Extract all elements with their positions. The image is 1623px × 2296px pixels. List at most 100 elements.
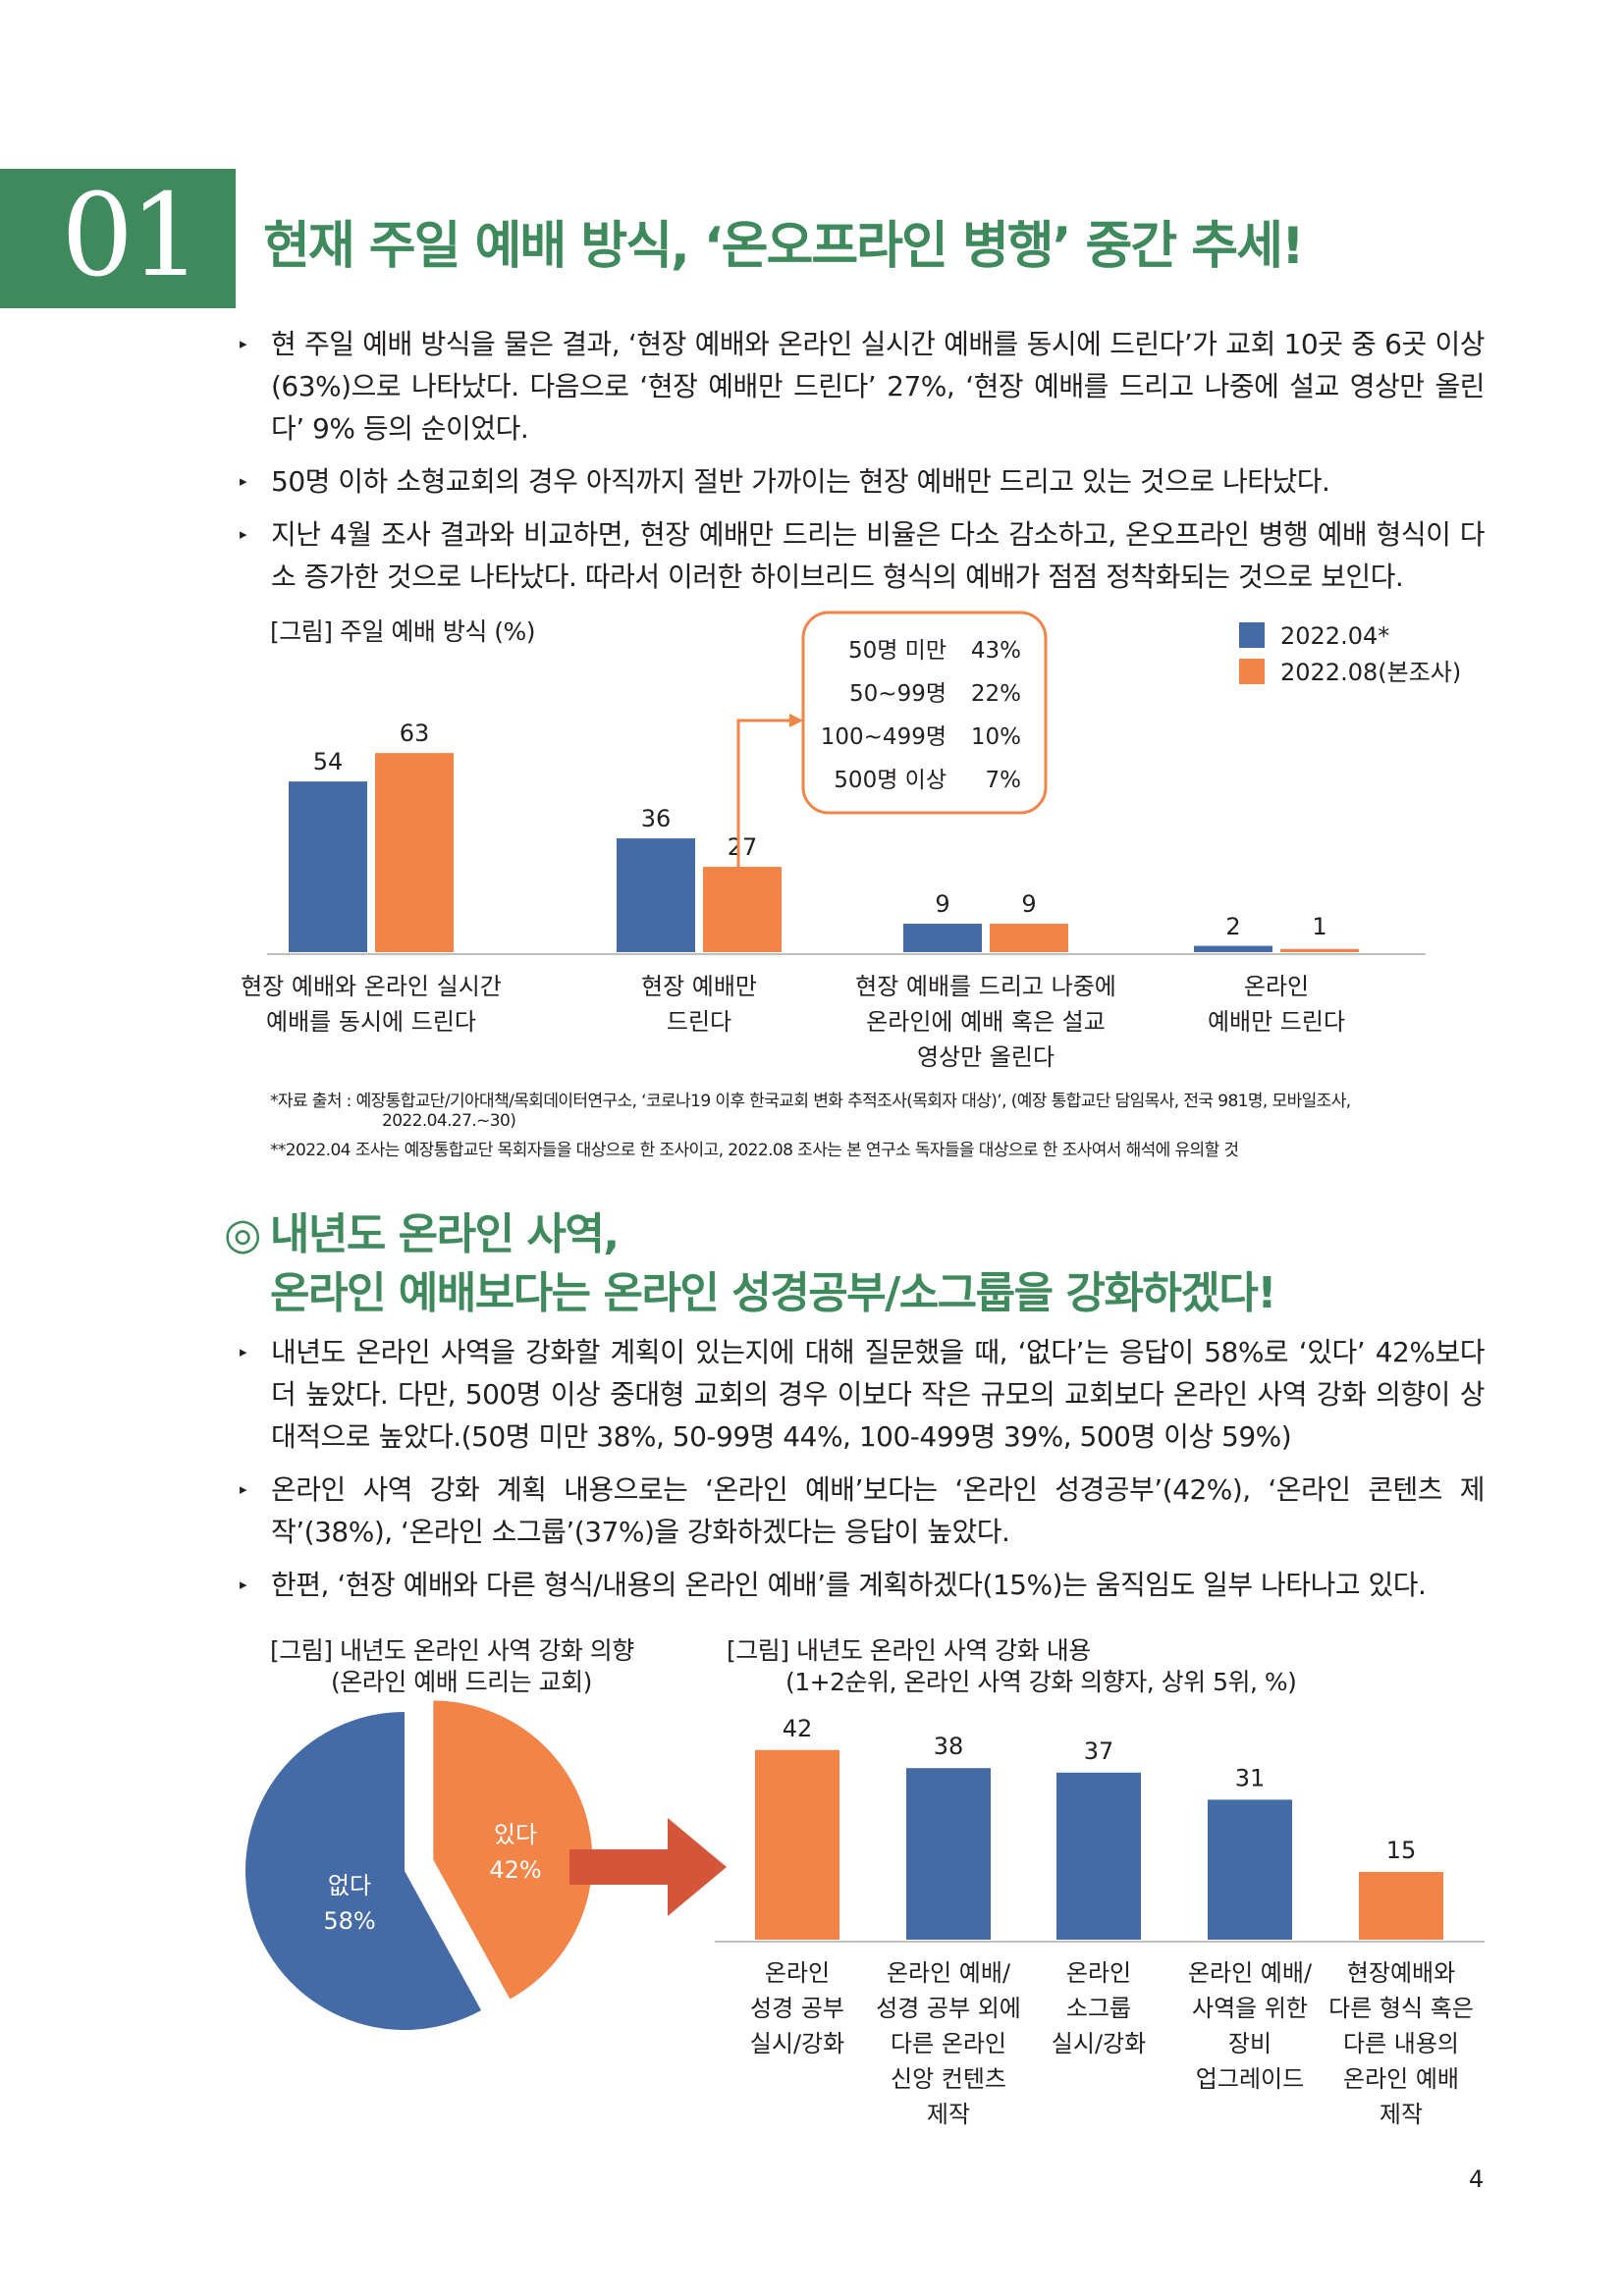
data-label: 27 <box>728 833 758 861</box>
data-label: 31 <box>1235 1764 1266 1791</box>
category-label: 예배만 드린다 <box>1208 1008 1345 1036</box>
data-label: 54 <box>313 748 344 775</box>
pie-slice-no <box>245 1712 482 2030</box>
chart2-caption-line1: [그림] 내년도 온라인 사역 강화 의향 <box>270 1636 634 1665</box>
page-number: 4 <box>1469 2165 1485 2193</box>
source-note-2: **2022.04 조사는 예장통합교단 목회자들을 대상으로 한 조사이고, … <box>270 1141 1239 1160</box>
bar-2022-04-2 <box>903 924 982 952</box>
category-label: 성경 공부 <box>750 1995 844 2022</box>
category-label: 온라인 <box>1244 973 1309 1000</box>
data-label: 9 <box>1021 890 1036 918</box>
callout-value: 43% <box>971 638 1021 664</box>
bullet-text: 한편, ‘현장 예배와 다른 형식/내용의 온라인 예배’를 계획하겠다(15%… <box>271 1569 1427 1601</box>
data-label: 38 <box>934 1733 964 1760</box>
data-label: 63 <box>400 720 430 747</box>
chart3-caption-line2: (1+2순위, 온라인 사역 강화 의향자, 상위 5위, %) <box>785 1668 1297 1696</box>
bar-2022-04-0 <box>289 781 367 952</box>
category-label: 신앙 컨텐츠 <box>891 2065 1006 2093</box>
bar-content-0 <box>755 1749 839 1940</box>
pie-value-yes: 42% <box>489 1856 541 1884</box>
data-label: 36 <box>641 805 672 832</box>
pie-slice-yes <box>433 1700 593 2000</box>
category-label: 드린다 <box>667 1008 731 1036</box>
bullet-triangle-icon: ▸ <box>240 1343 247 1361</box>
category-label: 다른 내용의 <box>1343 2030 1459 2057</box>
category-label: 제작 <box>927 2101 970 2128</box>
category-label: 장비 <box>1228 2030 1271 2057</box>
bar-content-1 <box>906 1768 991 1940</box>
bar-2022-04-1 <box>617 838 695 952</box>
category-label: 영상만 올린다 <box>917 1043 1055 1071</box>
category-label: 사역을 위한 <box>1192 1995 1308 2022</box>
bullet-text: 현 주일 예배 방식을 물은 결과, ‘현장 예배와 온라인 실시간 예배를 동… <box>271 328 1486 445</box>
data-label: 37 <box>1084 1737 1114 1765</box>
bullet-item: ▸ 지난 4월 조사 결과와 비교하면, 현장 예배만 드리는 비율은 다소 감소… <box>236 513 1486 598</box>
callout-box <box>801 611 1048 815</box>
category-label: 성경 공부 외에 <box>876 1995 1021 2022</box>
legend-swatch-2022-08 <box>1239 659 1265 684</box>
subheading-line1: 내년도 온라인 사역, <box>269 1209 620 1259</box>
callout-label: 50~99명 <box>849 681 947 707</box>
callout-value: 10% <box>971 724 1021 750</box>
bar-content-4 <box>1359 1872 1443 1940</box>
category-label: 실시/강화 <box>750 2030 844 2057</box>
data-label: 2 <box>1225 913 1240 940</box>
bullet-item: ▸ 50명 이하 소형교회의 경우 아직까지 절반 가까이는 현장 예배만 드리고… <box>236 460 1485 503</box>
legend-label-2022-04: 2022.04* <box>1280 622 1389 650</box>
subheading-line2: 온라인 예배보다는 온라인 성경공부/소그룹을 강화하겠다! <box>270 1268 1276 1318</box>
category-label: 현장 예배와 온라인 실시간 <box>241 973 502 1000</box>
bullet-item: ▸ 내년도 온라인 사역을 강화할 계획이 있는지에 대해 질문했을 때, ‘없다… <box>236 1331 1486 1458</box>
bar-2022-04-3 <box>1194 945 1272 952</box>
category-label: 예배를 동시에 드린다 <box>266 1008 476 1036</box>
legend-swatch-2022-04 <box>1239 622 1265 648</box>
category-label: 현장예배와 <box>1347 1959 1455 1987</box>
callout-label: 50명 미만 <box>848 638 947 664</box>
worship-method-bar-chart: 54 36 9 2 63 27 9 1 50명 미만 43% 50~99명 22% 100~499명 1… <box>241 611 1461 1071</box>
data-label: 15 <box>1386 1837 1417 1864</box>
pie-label-yes: 있다 <box>494 1821 537 1848</box>
callout-value: 22% <box>971 681 1021 707</box>
category-label: 현장 예배만 <box>641 973 757 1000</box>
bullet-triangle-icon: ▸ <box>240 1575 247 1593</box>
bullet-item: ▸ 현 주일 예배 방식을 물은 결과, ‘현장 예배와 온라인 실시간 예배를 … <box>236 323 1486 450</box>
source-note-1-cont: 2022.04.27.~30) <box>382 1111 516 1131</box>
bullet-text: 50명 이하 소형교회의 경우 아직까지 절반 가까이는 현장 예배만 드리고 … <box>271 465 1330 498</box>
bullet-item: ▸ 온라인 사역 강화 계획 내용으로는 ‘온라인 예배’보다는 ‘온라인 성경공… <box>236 1468 1486 1553</box>
data-label: 1 <box>1312 913 1326 940</box>
bar-2022-08-1 <box>703 867 782 952</box>
category-label: 업그레이드 <box>1196 2065 1304 2093</box>
category-label: 실시/강화 <box>1052 2030 1146 2057</box>
bullet-triangle-icon: ▸ <box>240 1480 247 1498</box>
legend-label-2022-08: 2022.08(본조사) <box>1280 659 1461 686</box>
callout-arrow-line <box>736 719 791 929</box>
category-label: 소그룹 <box>1066 1995 1131 2022</box>
category-label: 현장 예배를 드리고 나중에 <box>855 973 1116 1000</box>
subheading: ◎ 내년도 온라인 사역, 온라인 예배보다는 온라인 성경공부/소그룹을 강화하… <box>224 1205 1276 1323</box>
category-label: 제작 <box>1380 2101 1423 2128</box>
callout-label: 100~499명 <box>821 724 947 750</box>
bullet-item: ▸ 한편, ‘현장 예배와 다른 형식/내용의 온라인 예배’를 계획하겠다(15… <box>236 1564 1485 1606</box>
pie-label-no: 없다 <box>328 1872 371 1899</box>
category-label: 온라인 예배/ <box>887 1959 1011 1987</box>
section-title: 현재 주일 예배 방식, ‘온오프라인 병행’ 중간 추세! <box>263 217 1305 276</box>
double-circle-icon: ◎ <box>224 1209 261 1259</box>
section-number-badge <box>0 169 236 308</box>
chart2-caption-line2: (온라인 예배 드리는 교회) <box>331 1668 592 1696</box>
pie-to-bar-arrow-icon <box>569 1818 727 1916</box>
bullet-text: 내년도 온라인 사역을 강화할 계획이 있는지에 대해 질문했을 때, ‘없다’… <box>271 1336 1486 1453</box>
bar-2022-08-2 <box>990 924 1068 952</box>
pie-value-no: 58% <box>323 1907 375 1935</box>
callout-arrowhead-icon <box>789 714 803 727</box>
bullet-triangle-icon: ▸ <box>240 335 247 352</box>
section-number: 01 <box>61 170 202 302</box>
bar-content-3 <box>1208 1799 1292 1940</box>
category-label: 온라인 예배/ <box>1188 1959 1313 1987</box>
source-note-1: *자료 출처 : 예장통합교단/기아대책/목회데이터연구소, ‘코로나19 이후… <box>270 1092 1351 1111</box>
category-label: 온라인 <box>765 1959 830 1987</box>
bullet-triangle-icon: ▸ <box>240 472 247 490</box>
bullet-list-1: ▸ 현 주일 예배 방식을 물은 결과, ‘현장 예배와 온라인 실시간 예배를 … <box>236 323 1486 609</box>
bullet-triangle-icon: ▸ <box>240 525 247 543</box>
bar-2022-08-3 <box>1280 948 1359 952</box>
category-label: 다른 형식 혹은 <box>1328 1995 1474 2022</box>
